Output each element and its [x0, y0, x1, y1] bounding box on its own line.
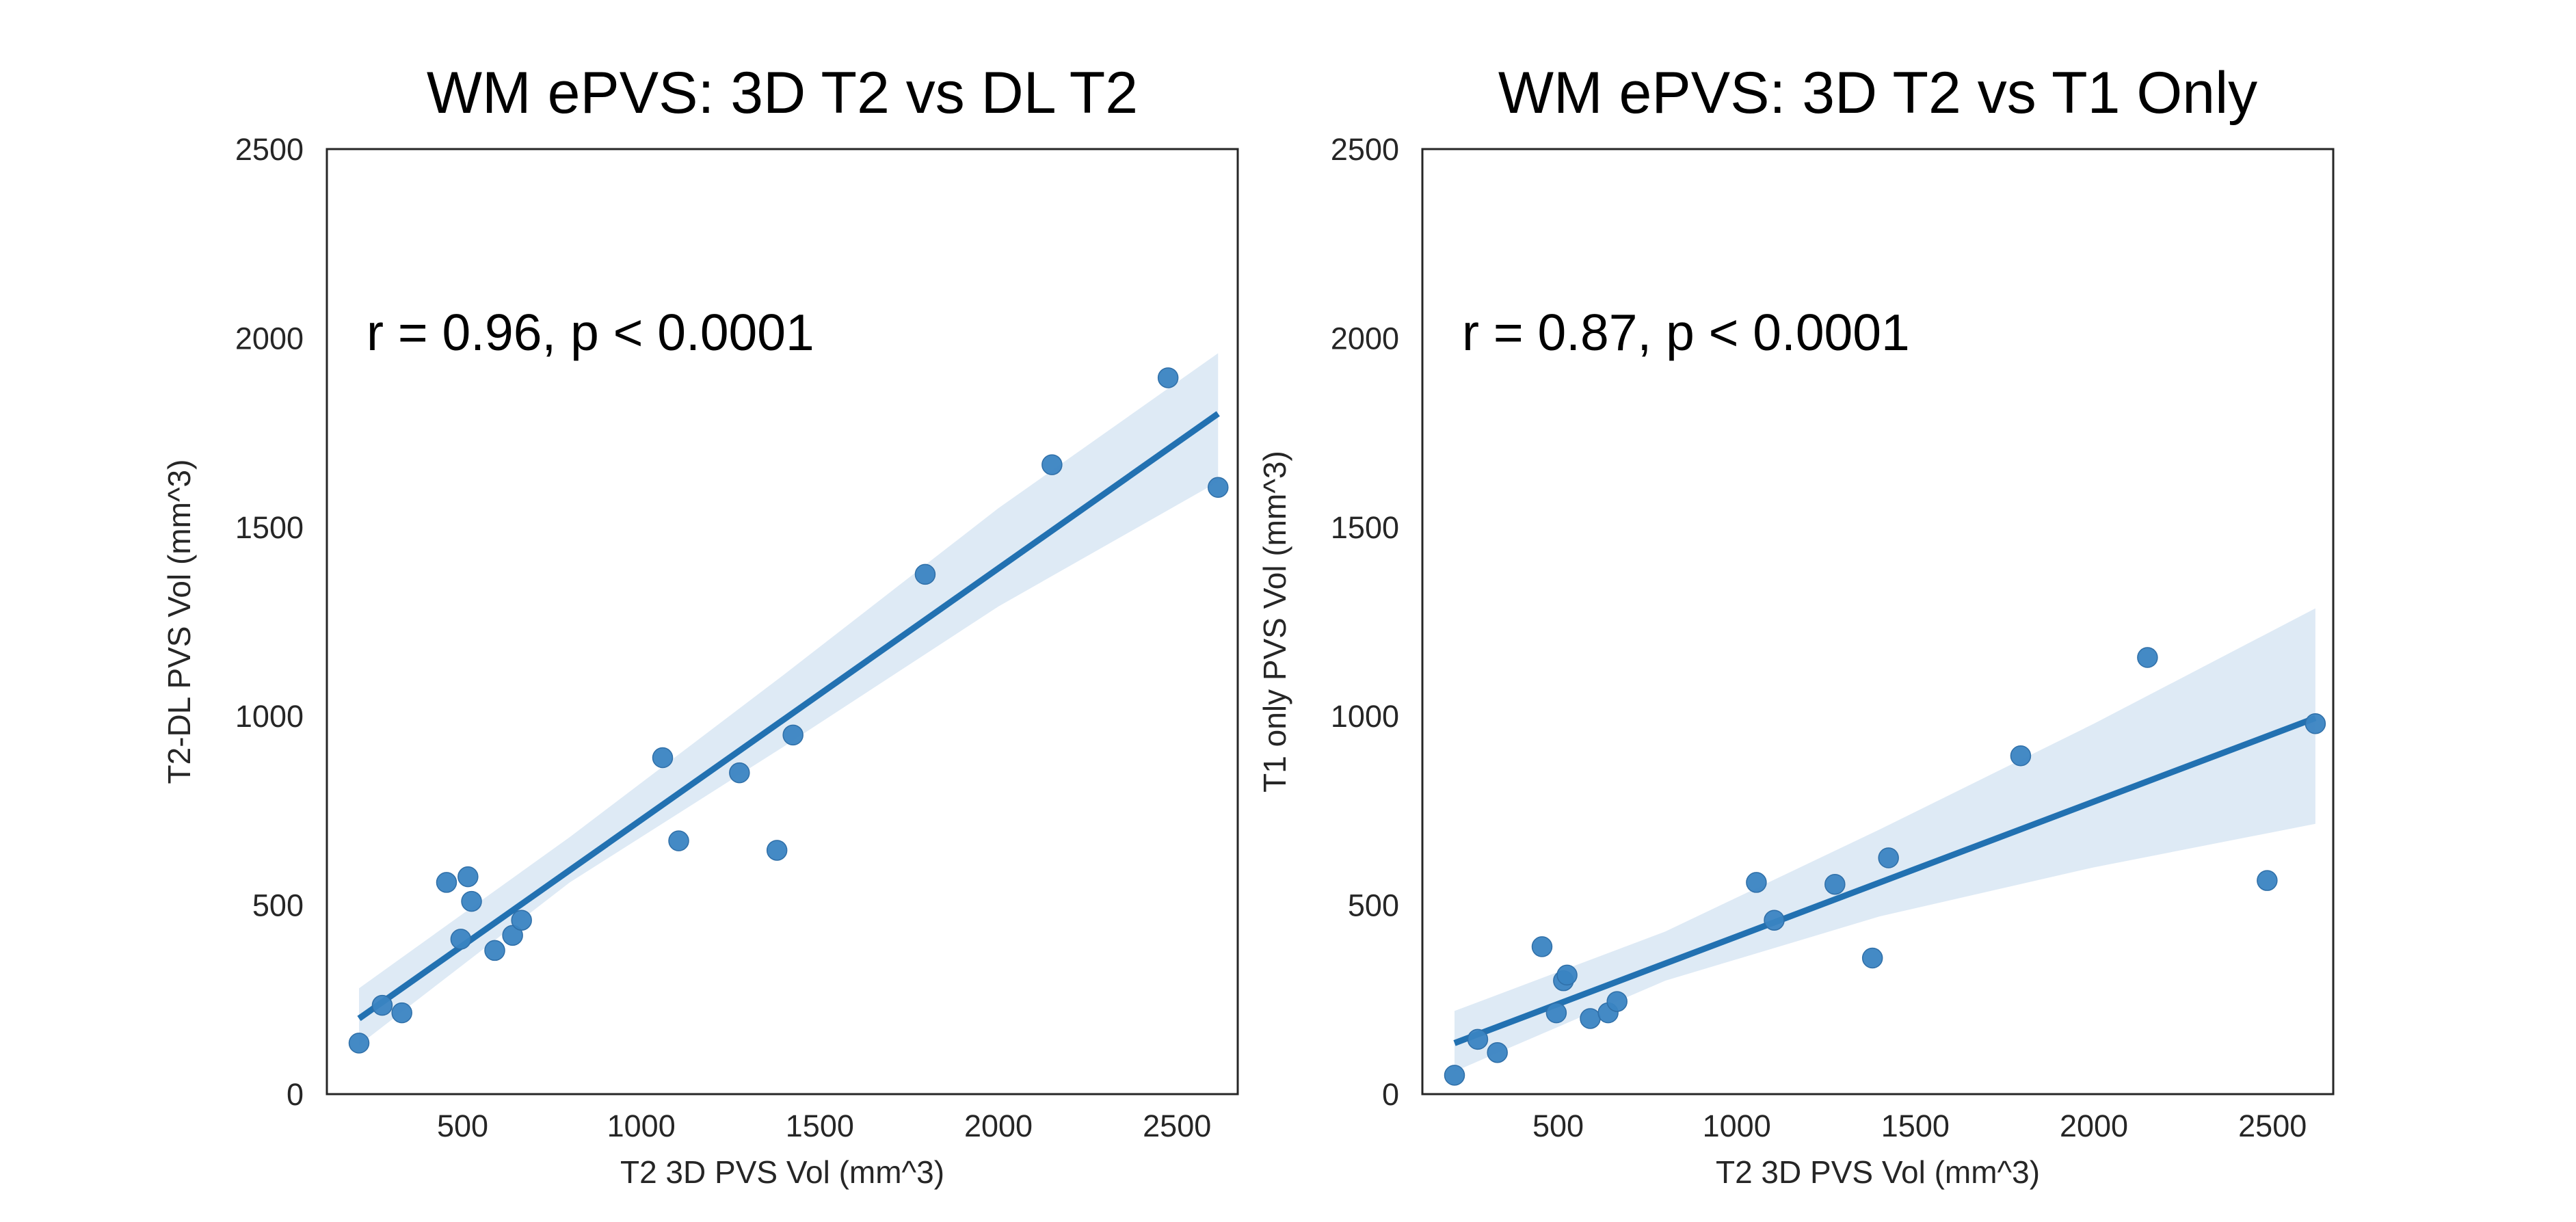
y-tick-label: 2500: [1331, 132, 1399, 167]
y-tick-label: 1000: [1331, 699, 1399, 734]
data-point: [1824, 873, 1846, 895]
regression-line: [1453, 715, 2317, 1046]
x-tick-label: 1000: [1703, 1108, 1771, 1143]
y-axis-label: T2-DL PVS Vol (mm^3): [161, 460, 197, 784]
data-point: [2010, 745, 2032, 767]
data-point: [1606, 991, 1628, 1012]
data-point: [2305, 713, 2326, 734]
chart-title: WM ePVS: 3D T2 vs T1 Only: [1498, 60, 2257, 126]
data-point: [2137, 647, 2158, 668]
y-tick-label: 1000: [235, 699, 304, 734]
x-axis-label: T2 3D PVS Vol (mm^3): [1716, 1154, 2040, 1190]
x-axis-label: T2 3D PVS Vol (mm^3): [620, 1154, 944, 1190]
data-point: [1878, 847, 1899, 868]
data-point: [1580, 1008, 1601, 1029]
data-point: [1861, 947, 1883, 969]
y-tick-label: 0: [1382, 1077, 1399, 1112]
data-point: [1556, 964, 1578, 986]
data-point: [1208, 477, 1229, 499]
y-axis-label: T1 only PVS Vol (mm^3): [1257, 451, 1292, 793]
x-tick-label: 2000: [964, 1108, 1033, 1143]
y-tick-label: 2000: [1331, 321, 1399, 356]
chart-2: WM ePVS: 3D T2 vs T1 Only 500 1000 1500 2000…: [1257, 60, 2335, 1190]
data-point: [511, 909, 532, 931]
data-point: [457, 866, 479, 888]
data-point: [1467, 1028, 1489, 1050]
data-point: [914, 563, 936, 585]
correlation-annotation: r = 0.96, p < 0.0001: [367, 304, 814, 361]
data-point: [2257, 870, 2278, 891]
x-tick-label: 2500: [1143, 1108, 1211, 1143]
y-tick-label: 500: [252, 888, 304, 923]
data-point: [1531, 936, 1553, 957]
plot-frame: [1421, 148, 2335, 1095]
data-point: [436, 872, 457, 893]
y-tick-label: 500: [1348, 888, 1399, 923]
data-point: [766, 840, 788, 861]
x-tick-label: 2000: [2060, 1108, 2128, 1143]
x-tick-label: 2500: [2238, 1108, 2307, 1143]
data-point: [450, 929, 472, 950]
data-point: [1157, 367, 1179, 388]
data-point: [729, 762, 750, 784]
data-point: [1545, 1002, 1567, 1024]
data-point: [391, 1002, 412, 1024]
x-tick-label: 1500: [786, 1108, 854, 1143]
confidence-band: [1455, 608, 2315, 1072]
data-point: [652, 747, 674, 769]
confidence-band: [359, 353, 1219, 1046]
data-point: [1487, 1041, 1508, 1063]
y-tick-label: 1500: [235, 510, 304, 545]
data-point: [1444, 1065, 1465, 1086]
data-point: [782, 724, 804, 746]
data-point: [1746, 872, 1767, 893]
correlation-annotation: r = 0.87, p < 0.0001: [1462, 304, 1910, 361]
chart-1: WM ePVS: 3D T2 vs DL T2 500 1000 1500 2000 25…: [161, 60, 1239, 1190]
data-point: [348, 1033, 370, 1054]
data-point: [1764, 909, 1785, 931]
chart-title: WM ePVS: 3D T2 vs DL T2: [427, 60, 1138, 126]
data-point: [371, 994, 393, 1016]
plot-frame: [326, 148, 1239, 1095]
y-tick-label: 2500: [235, 132, 304, 167]
data-point: [461, 890, 482, 912]
regression-line: [357, 411, 1220, 1022]
x-tick-label: 500: [437, 1108, 488, 1143]
data-point: [1041, 454, 1063, 475]
y-tick-label: 0: [287, 1077, 304, 1112]
data-point: [668, 830, 689, 851]
x-tick-label: 1500: [1881, 1108, 1950, 1143]
y-tick-label: 2000: [235, 321, 304, 356]
y-tick-label: 1500: [1331, 510, 1399, 545]
data-point: [484, 940, 505, 961]
x-tick-label: 500: [1532, 1108, 1584, 1143]
x-tick-label: 1000: [607, 1108, 676, 1143]
